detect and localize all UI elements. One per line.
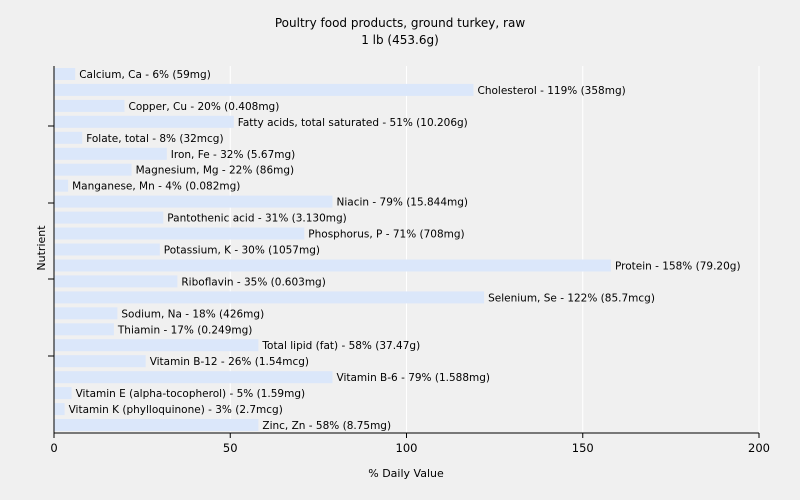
bar-label: Zinc, Zn - 58% (8.75mg) [262, 420, 391, 432]
plot-area: Calcium, Ca - 6% (59mg) Cholesterol - 119… [48, 66, 770, 455]
bar [54, 195, 333, 208]
bar [54, 419, 259, 431]
bar-label: Vitamin B-12 - 26% (1.54mcg) [150, 356, 309, 368]
bar-label: Thiamin - 17% (0.249mg) [117, 324, 253, 336]
bar-label: Niacin - 79% (15.844mg) [337, 197, 469, 209]
bar [54, 131, 83, 144]
bar [54, 323, 114, 336]
bar [54, 227, 305, 240]
bar-label: Total lipid (fat) - 58% (37.47g) [261, 340, 420, 352]
bar [54, 259, 611, 272]
y-axis-title: Nutrient [35, 225, 48, 271]
bar [54, 307, 118, 320]
bar-label: Fatty acids, total saturated - 51% (10.2… [238, 117, 468, 129]
bar [54, 339, 259, 352]
bar [54, 291, 485, 304]
bar-label: Protein - 158% (79.20g) [615, 261, 741, 273]
bar [54, 275, 178, 288]
bar-label: Vitamin E (alpha-tocopherol) - 5% (1.59m… [76, 388, 306, 400]
bar [54, 371, 333, 384]
bar-label: Magnesium, Mg - 22% (86mg) [136, 165, 295, 177]
bar-label: Selenium, Se - 122% (85.7mcg) [488, 292, 655, 304]
bar [54, 387, 72, 400]
bar-label: Copper, Cu - 20% (0.408mg) [129, 101, 280, 113]
x-tick-label: 100 [396, 441, 418, 455]
x-tick-label: 200 [748, 441, 770, 455]
bar-label: Vitamin B-6 - 79% (1.588mg) [337, 372, 491, 384]
bar [54, 83, 474, 96]
bar-label: Phosphorus, P - 71% (708mg) [308, 229, 464, 241]
x-axis-title: % Daily Value [368, 467, 444, 480]
bar [54, 211, 164, 224]
bar [54, 115, 234, 128]
bar-label: Folate, total - 8% (32mcg) [86, 133, 223, 145]
bar [54, 147, 167, 160]
bar [54, 243, 160, 256]
bar-label: Iron, Fe - 32% (5.67mg) [171, 149, 295, 161]
x-tick-label: 150 [572, 441, 594, 455]
bar-label: Pantothenic acid - 31% (3.130mg) [167, 213, 346, 225]
x-tick-label: 50 [223, 441, 238, 455]
bar-label: Cholesterol - 119% (358mg) [478, 85, 626, 97]
bar-label: Riboflavin - 35% (0.603mg) [181, 276, 325, 288]
bar [54, 99, 125, 112]
bar [54, 403, 65, 416]
chart-subtitle: 1 lb (453.6g) [361, 33, 439, 47]
bar [54, 355, 146, 368]
bar-label: Manganese, Mn - 4% (0.082mg) [72, 181, 240, 193]
x-tick-label: 0 [50, 441, 57, 455]
bar-label: Potassium, K - 30% (1057mg) [164, 245, 320, 257]
bar [54, 179, 69, 192]
chart-title: Poultry food products, ground turkey, ra… [275, 16, 525, 30]
bar [54, 163, 132, 176]
bar-label: Vitamin K (phylloquinone) - 3% (2.7mcg) [69, 404, 283, 416]
bar [54, 68, 76, 80]
bar-label: Sodium, Na - 18% (426mg) [121, 308, 264, 320]
bar-label: Calcium, Ca - 6% (59mg) [79, 69, 211, 81]
